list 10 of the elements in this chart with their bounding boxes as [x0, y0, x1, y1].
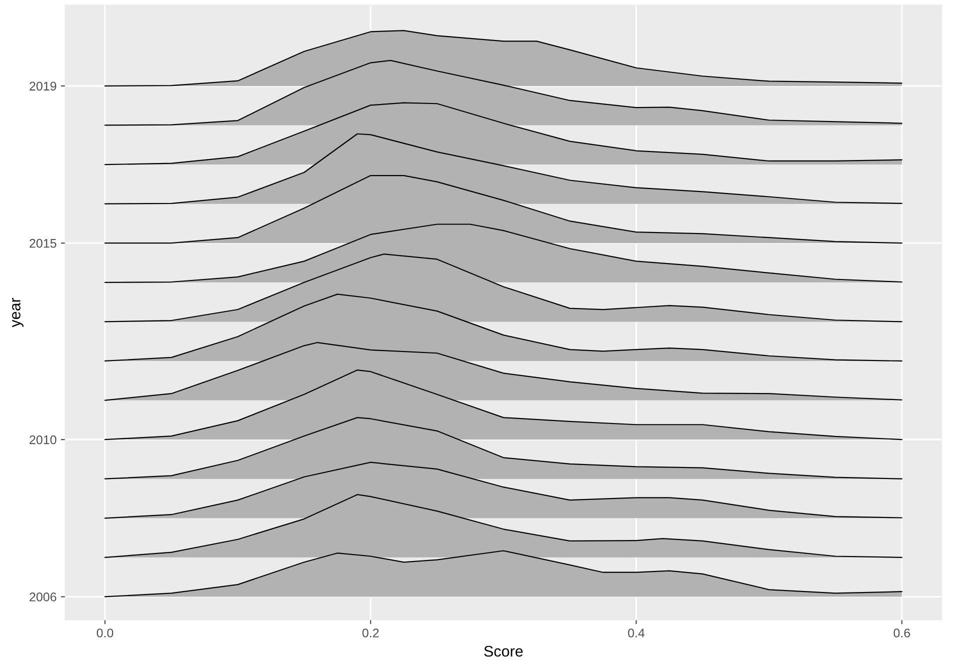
y-axis-title: year	[12, 298, 24, 328]
y-tick-label: 2010	[30, 435, 56, 444]
x-tick-label: 0.0	[96, 628, 114, 638]
y-tick-label: 2019	[30, 82, 56, 91]
x-tick-label: 0.2	[362, 628, 379, 638]
y-tick-label: 2006	[30, 592, 56, 602]
x-tick-label: 0.6	[894, 628, 910, 638]
y-tick-label: 2015	[30, 238, 56, 248]
x-axis-title: Score	[484, 646, 523, 657]
x-tick-label: 0.4	[628, 628, 645, 638]
